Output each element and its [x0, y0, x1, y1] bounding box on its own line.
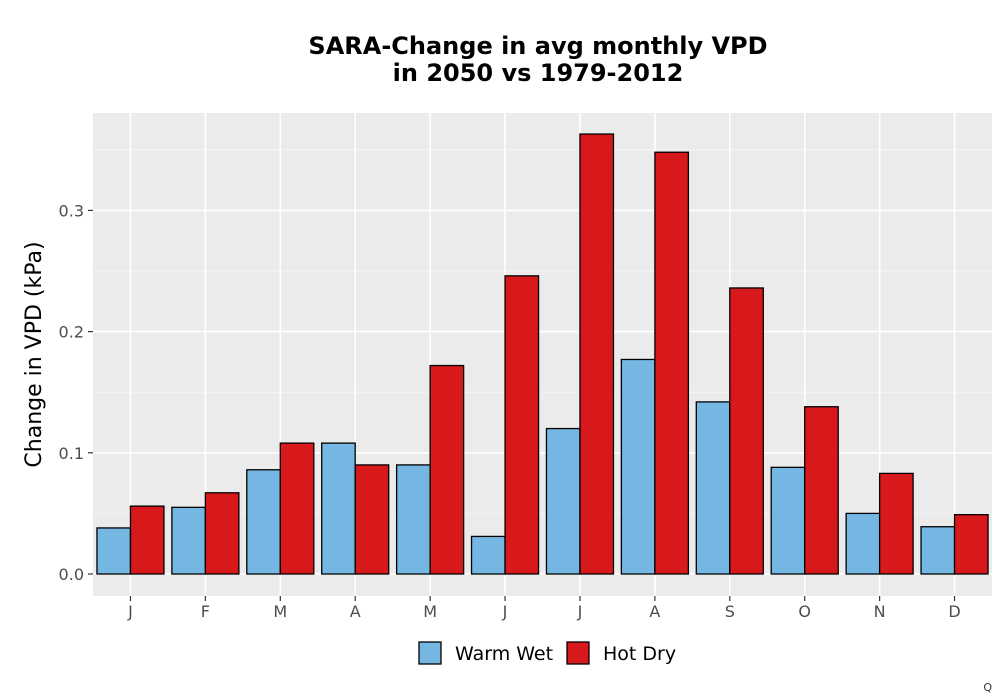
bar-hot-dry-4 — [354, 464, 390, 575]
bar-warm-wet-12 — [920, 526, 956, 575]
bar-warm-wet-10 — [770, 466, 806, 575]
y-axis-title: Change in VPD (kPa) — [22, 241, 47, 467]
bar-hot-dry-5 — [429, 364, 465, 575]
x-tick-label: A — [350, 602, 361, 621]
legend-label-hot-dry: Hot Dry — [603, 643, 676, 665]
legend-swatch-hot-dry — [566, 641, 590, 665]
bar-warm-wet-1 — [96, 527, 132, 575]
x-tick-label: A — [649, 602, 660, 621]
x-tick-label: J — [577, 602, 583, 621]
bar-hot-dry-8 — [654, 151, 690, 575]
bar-hot-dry-1 — [129, 505, 165, 575]
bar-hot-dry-11 — [878, 472, 914, 575]
bar-hot-dry-9 — [729, 287, 764, 575]
bars — [96, 133, 989, 575]
legend-swatch-warm-wet — [418, 641, 442, 665]
chart-title-line-1: SARA-Change in avg monthly VPD — [308, 32, 767, 60]
corner-mark: Q — [983, 681, 992, 694]
bar-warm-wet-8 — [620, 358, 656, 575]
chart-title-line-2: in 2050 vs 1979-2012 — [393, 59, 684, 87]
bar-hot-dry-7 — [579, 133, 615, 575]
y-tick-label: 0.3 — [59, 201, 84, 220]
y-tick-label: 0.2 — [59, 323, 84, 342]
bar-warm-wet-3 — [246, 469, 281, 575]
y-tick-label: 0.1 — [59, 444, 84, 463]
x-tick-label: M — [273, 602, 287, 621]
x-tick-label: F — [201, 602, 210, 621]
bar-hot-dry-10 — [804, 406, 839, 575]
bar-warm-wet-6 — [470, 535, 506, 575]
minor-gridlines — [93, 149, 992, 514]
bar-hot-dry-6 — [504, 275, 540, 575]
legend: Warm Wet Hot Dry — [418, 641, 676, 665]
x-tick-label: S — [725, 602, 735, 621]
x-tick-label: D — [948, 602, 960, 621]
bar-hot-dry-3 — [279, 442, 315, 575]
y-tick-label: 0.0 — [59, 565, 84, 584]
x-tick-label: O — [798, 602, 811, 621]
x-tick-label: J — [127, 602, 133, 621]
bar-warm-wet-11 — [845, 512, 881, 575]
bar-warm-wet-5 — [395, 464, 431, 575]
bar-warm-wet-9 — [695, 401, 731, 575]
bar-warm-wet-7 — [545, 427, 581, 575]
plot-panel — [93, 113, 992, 596]
legend-label-warm-wet: Warm Wet — [455, 643, 553, 665]
bar-warm-wet-4 — [321, 442, 356, 575]
x-tick-label: M — [423, 602, 437, 621]
y-axis: 0.0 0.1 0.2 0.3 — [59, 201, 93, 584]
x-tick-label: J — [502, 602, 508, 621]
bar-hot-dry-12 — [953, 513, 989, 575]
bar-hot-dry-2 — [204, 492, 240, 575]
x-tick-label: N — [874, 602, 886, 621]
bar-warm-wet-2 — [171, 506, 207, 575]
